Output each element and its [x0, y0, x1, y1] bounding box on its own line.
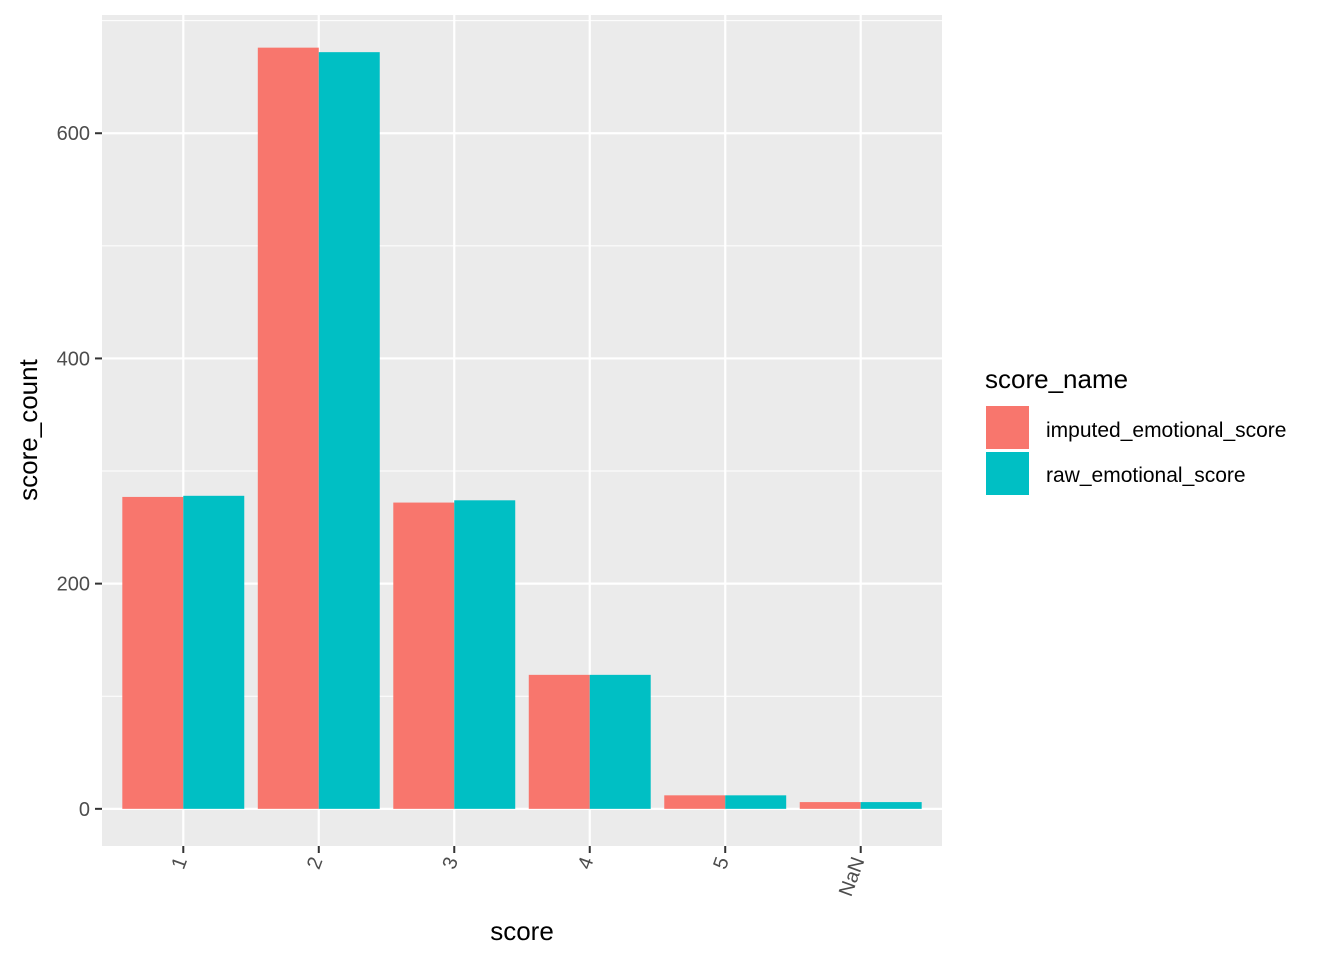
x-tick-label: 1 — [168, 854, 192, 872]
y-tick-label: 200 — [57, 574, 90, 596]
bar-raw_emotional_score-1 — [183, 495, 245, 809]
bar-imputed_emotional_score-2 — [257, 47, 319, 809]
x-tick-label: 3 — [438, 854, 462, 872]
x-axis: 1 2 3 4 5 NaN — [168, 846, 869, 899]
y-axis: 0 200 400 600 — [57, 123, 102, 821]
y-axis-title: score_count — [13, 358, 43, 500]
y-tick-label: 0 — [79, 799, 90, 821]
y-tick-label: 400 — [57, 348, 90, 370]
bar-imputed_emotional_score-1 — [122, 496, 184, 809]
legend-label-raw: raw_emotional_score — [1046, 464, 1246, 487]
bars — [122, 47, 922, 809]
legend-title: score_name — [985, 364, 1128, 394]
legend-key-imputed — [986, 406, 1029, 449]
x-tick-label: 5 — [709, 854, 733, 872]
bar-raw_emotional_score-3 — [454, 500, 516, 809]
bar-imputed_emotional_score-NaN — [799, 802, 861, 809]
x-tick-label: NaN — [835, 854, 869, 899]
bar-imputed_emotional_score-5 — [664, 795, 726, 809]
bar-imputed_emotional_score-3 — [393, 502, 455, 809]
x-axis-title: score — [490, 916, 554, 946]
x-tick-label: 2 — [303, 854, 327, 872]
bar-raw_emotional_score-4 — [589, 674, 651, 809]
y-tick-label: 600 — [57, 123, 90, 145]
bar-imputed_emotional_score-4 — [528, 674, 590, 809]
bar-raw_emotional_score-NaN — [860, 802, 922, 809]
x-tick-label: 4 — [574, 854, 598, 872]
legend-label-imputed: imputed_emotional_score — [1046, 419, 1286, 442]
bar-raw_emotional_score-2 — [318, 52, 380, 809]
bar-raw_emotional_score-5 — [725, 795, 787, 809]
legend: score_name imputed_emotional_score raw_e… — [985, 364, 1286, 495]
legend-key-raw — [986, 452, 1029, 495]
